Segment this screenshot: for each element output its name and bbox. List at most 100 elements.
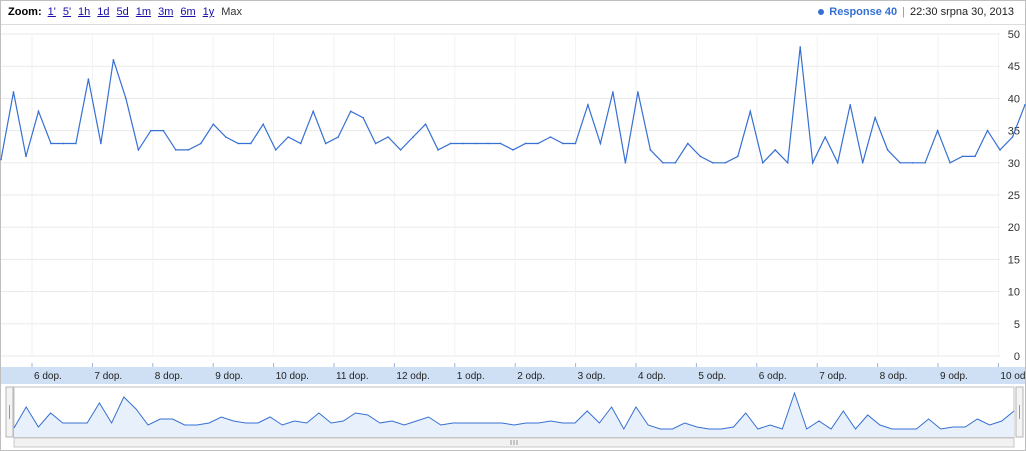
y-tick-label: 0 [1014, 351, 1020, 363]
zoom-6-months[interactable]: 6m [180, 6, 195, 18]
data-point [300, 143, 302, 145]
data-point [237, 143, 239, 145]
data-point [837, 162, 839, 164]
data-point [450, 143, 452, 145]
data-point [949, 162, 951, 164]
data-point [387, 136, 389, 138]
data-point [887, 149, 889, 151]
data-point [200, 143, 202, 145]
x-tick-label: 4 odp. [638, 371, 666, 382]
y-tick-label: 50 [1008, 29, 1020, 41]
data-point [687, 143, 689, 145]
x-tick-label: 8 dop. [155, 371, 183, 382]
data-point [637, 91, 639, 93]
data-point [325, 143, 327, 145]
data-point [737, 156, 739, 158]
data-point [550, 136, 552, 138]
data-point [462, 143, 464, 145]
x-tick-label: 6 dop. [34, 371, 62, 382]
data-point [312, 110, 314, 112]
y-tick-label: 10 [1008, 287, 1020, 299]
x-tick-label: 9 odp. [940, 371, 968, 382]
zoom-1-minute[interactable]: 1' [48, 6, 56, 18]
data-point [100, 143, 102, 145]
data-point [525, 143, 527, 145]
zoom-1-month[interactable]: 1m [136, 6, 151, 18]
y-tick-label: 35 [1008, 126, 1020, 138]
legend-series-name[interactable]: Response 40 [829, 6, 897, 18]
data-point [262, 123, 264, 125]
data-point [13, 91, 15, 93]
legend-datetime: 22:30 srpna 30, 2013 [910, 6, 1014, 18]
data-point [799, 46, 801, 48]
navigator-left-handle[interactable] [6, 387, 13, 437]
data-point [537, 143, 539, 145]
navigator-right-handle[interactable] [1016, 387, 1023, 437]
data-point [188, 149, 190, 151]
data-point [1012, 136, 1014, 138]
y-tick-label: 45 [1008, 61, 1020, 73]
data-point [662, 162, 664, 164]
data-point [787, 162, 789, 164]
data-point [587, 104, 589, 106]
data-point [700, 156, 702, 158]
data-point [712, 162, 714, 164]
x-tick-label: 12 odp. [396, 371, 429, 382]
data-point [824, 136, 826, 138]
data-point [600, 143, 602, 145]
data-point [437, 149, 439, 151]
zoom-1-year[interactable]: 1y [203, 6, 215, 18]
data-point [974, 156, 976, 158]
data-point [612, 91, 614, 93]
data-point [25, 156, 27, 158]
data-point [487, 143, 489, 145]
y-tick-label: 15 [1008, 254, 1020, 266]
data-point [475, 143, 477, 145]
zoom-3-months[interactable]: 3m [158, 6, 173, 18]
data-point [250, 143, 252, 145]
data-point [425, 123, 427, 125]
data-point [50, 143, 52, 145]
data-point [400, 149, 402, 151]
zoom-1-hour[interactable]: 1h [78, 6, 90, 18]
data-point [337, 136, 339, 138]
data-point [937, 130, 939, 132]
x-tick-label: 7 dop. [94, 371, 122, 382]
data-point [125, 98, 127, 100]
data-point [63, 143, 65, 145]
data-point [774, 149, 776, 151]
zoom-5-days[interactable]: 5d [117, 6, 129, 18]
x-tick-label: 1 odp. [457, 371, 485, 382]
zoom-5-minutes[interactable]: 5' [63, 6, 71, 18]
data-point [412, 136, 414, 138]
y-tick-label: 30 [1008, 158, 1020, 170]
data-point [150, 130, 152, 132]
data-point [899, 162, 901, 164]
data-point [912, 162, 914, 164]
data-point [874, 117, 876, 119]
data-point [999, 149, 1001, 151]
data-point [212, 123, 214, 125]
data-point [625, 162, 627, 164]
data-point [650, 149, 652, 151]
data-point [812, 162, 814, 164]
data-point [375, 143, 377, 145]
data-point [88, 78, 90, 80]
data-point [575, 143, 577, 145]
y-tick-label: 25 [1008, 190, 1020, 202]
y-tick-label: 20 [1008, 222, 1020, 234]
x-tick-label: 10 dop. [276, 371, 309, 382]
data-point [225, 136, 227, 138]
zoom-controls: Zoom: 1' 5' 1h 1d 5d 1m 3m 6m 1y Max [8, 6, 242, 18]
zoom-1-day[interactable]: 1d [97, 6, 109, 18]
x-tick-label: 8 odp. [880, 371, 908, 382]
x-tick-label: 3 odp. [578, 371, 606, 382]
data-point [675, 162, 677, 164]
range-navigator[interactable] [6, 387, 1023, 447]
zoom-max[interactable]: Max [221, 6, 242, 18]
x-tick-label: 10 od [1000, 371, 1025, 382]
data-point [38, 110, 40, 112]
data-point [924, 162, 926, 164]
legend-separator: | [902, 6, 905, 18]
